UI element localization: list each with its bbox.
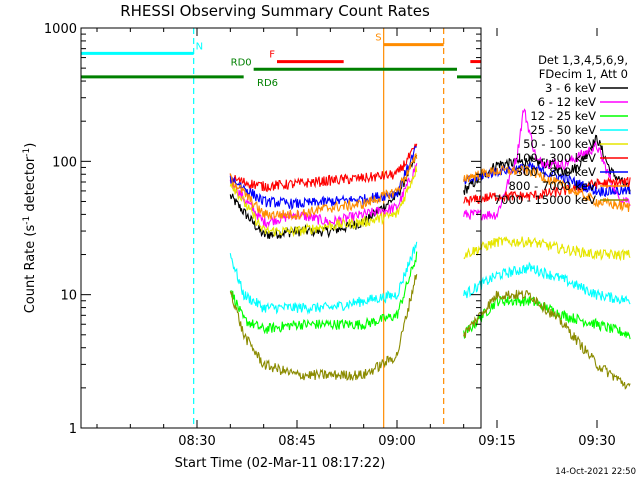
event-bar-label-rd0: RD0 xyxy=(231,57,252,68)
y-axis-title-mid: detector xyxy=(23,156,38,216)
y-axis-title: Count Rate (s-1 detector-1) xyxy=(22,143,38,314)
x-tick-label-4: 09:30 xyxy=(578,434,615,449)
legend-header-line1: Det 1,3,4,5,6,9, xyxy=(538,53,628,67)
legend-label-2: 12 - 25 keV xyxy=(530,109,596,123)
legend-label-1: 6 - 12 keV xyxy=(538,95,596,109)
series-4-segment-0 xyxy=(229,165,418,238)
series-8-segment-0 xyxy=(229,274,418,382)
series-2-segment-0 xyxy=(229,251,418,335)
series-4 xyxy=(229,165,631,262)
series-1-segment-0 xyxy=(229,163,418,229)
x-tick-label-2: 09:00 xyxy=(378,434,415,449)
legend: Det 1,3,4,5,6,9, FDecim 1, Att 0 3 - 6 k… xyxy=(494,53,628,207)
y-axis-title-sup1: -1 xyxy=(22,216,32,225)
series-6-segment-1 xyxy=(463,160,631,198)
chart-title: RHESSI Observing Summary Count Rates xyxy=(120,2,430,20)
series-5-segment-1 xyxy=(463,176,631,206)
series-2 xyxy=(229,251,631,340)
series-4-segment-1 xyxy=(463,236,631,262)
series-8-segment-1 xyxy=(463,289,631,390)
series-0-segment-0 xyxy=(229,154,418,239)
event-bar-label-f: F xyxy=(269,50,275,61)
x-tick-label-0: 08:30 xyxy=(178,434,215,449)
legend-header-line2: FDecim 1, Att 0 xyxy=(539,67,628,81)
plot-area: N S F RD0 RD6 xyxy=(81,28,631,428)
y-tick-label-1: 10 xyxy=(60,289,77,304)
series-3-segment-1 xyxy=(463,261,631,305)
y-axis-title-main: Count Rate (s xyxy=(23,225,38,314)
y-axis-title-sup2: -1 xyxy=(22,148,32,157)
series-8 xyxy=(229,274,631,390)
series-1-segment-1 xyxy=(463,108,631,221)
y-tick-label-3: 1000 xyxy=(44,22,77,37)
y-tick-label-0: 1 xyxy=(69,422,77,437)
series-3-segment-0 xyxy=(229,241,418,316)
series-7-segment-1 xyxy=(463,165,631,213)
x-axis-title: Start Time (02-Mar-11 08:17:22) xyxy=(175,456,386,471)
legend-label-5: 100 - 300 keV xyxy=(516,151,596,165)
legend-label-3: 25 - 50 keV xyxy=(530,123,596,137)
legend-label-8: 7000 - 15000 keV xyxy=(494,193,596,207)
timestamp: 14-Oct-2021 22:50 xyxy=(555,467,636,477)
series-7-segment-0 xyxy=(229,152,418,221)
series-1 xyxy=(229,108,631,229)
event-bar-label-n: N xyxy=(196,41,203,52)
series-5 xyxy=(229,143,631,206)
series-3 xyxy=(229,241,631,316)
series-7 xyxy=(229,152,631,221)
event-bar-label-rd6: RD6 xyxy=(257,78,278,89)
legend-label-4: 50 - 100 keV xyxy=(523,137,596,151)
legend-label-0: 3 - 6 keV xyxy=(545,81,596,95)
y-axis-title-end: ) xyxy=(23,143,38,148)
plot-frame xyxy=(80,27,482,429)
y-tick-label-2: 100 xyxy=(52,155,77,170)
x-tick-label-1: 08:45 xyxy=(278,434,315,449)
legend-label-7: 800 - 7000 keV xyxy=(508,179,596,193)
series-5-segment-0 xyxy=(229,143,418,193)
event-bar-label-s: S xyxy=(375,33,381,44)
series-2-segment-1 xyxy=(463,295,631,340)
legend-label-6: 300 - 800 keV xyxy=(516,165,596,179)
x-tick-label-3: 09:15 xyxy=(478,434,515,449)
